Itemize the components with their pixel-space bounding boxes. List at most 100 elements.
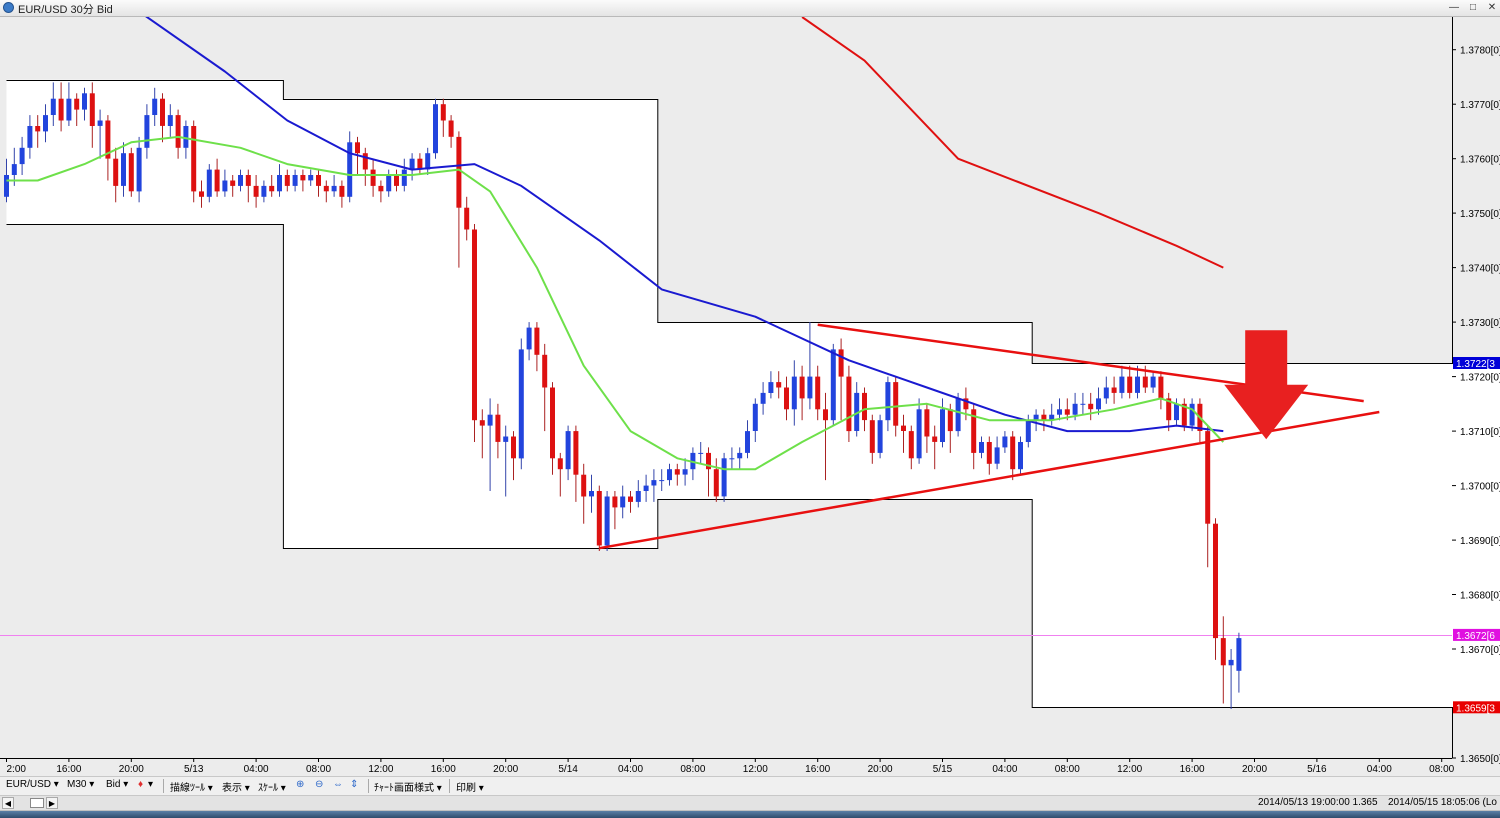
candle-body [495, 414, 501, 442]
candle-body [1025, 420, 1031, 442]
candle-body [651, 480, 657, 486]
price-axis[interactable]: 1.3780[0] 1.3770[0] 1.3760[0] 1.3750[0] 1.37… [1452, 46, 1500, 765]
price-tick-label: 1.3700[0] [1460, 482, 1500, 493]
price-chart[interactable]: 1.3780[0] 1.3770[0] 1.3760[0] 1.3750[0] 1.37… [0, 17, 1500, 776]
time-tick-label: 08:00 [1055, 764, 1080, 775]
chart-scrollbar[interactable]: ◀ ▶ 2014/05/13 19:00:00 1.365 2014/05/15… [0, 796, 1500, 811]
minimize-button[interactable]: — [1449, 2, 1459, 13]
fit-icon[interactable]: ⇔ [333, 779, 343, 790]
candle-body [269, 185, 275, 192]
window-titlebar: EUR/USD 30分 Bid — □ ✕ [0, 0, 1500, 17]
candle-body [1189, 403, 1195, 426]
candle-body [628, 496, 633, 502]
candle-body [128, 153, 134, 192]
price-label-text: 1.3672[6 [1456, 631, 1495, 642]
symbol-select[interactable]: EUR/USD ▾ [6, 779, 59, 790]
candle-body [339, 185, 345, 197]
candle-body [487, 414, 493, 426]
candle-body [604, 496, 610, 546]
candle-body [924, 409, 930, 437]
scroll-left-icon[interactable]: ◀ [2, 797, 14, 809]
price-tick-label: 1.3750[0] [1460, 209, 1500, 220]
candle-body [1150, 376, 1156, 388]
candle-body [1111, 387, 1117, 393]
candle-body [43, 115, 48, 132]
candle-body [940, 409, 945, 442]
price-label-text: 1.3722[3 [1456, 359, 1495, 370]
candle-body [253, 185, 259, 197]
candle-body [667, 469, 672, 481]
candle-body [893, 382, 899, 426]
candle-body [401, 169, 407, 186]
candle-body [986, 442, 992, 464]
time-tick-label: 16:00 [431, 764, 456, 775]
price-type-select[interactable]: Bid ▾ [106, 779, 129, 790]
candle-body [121, 153, 126, 186]
zoom-in-icon[interactable]: ⊕ [296, 779, 305, 790]
candle-body [370, 169, 376, 186]
candle-body [245, 175, 251, 186]
pin-dropdown[interactable]: ▾ [148, 779, 154, 790]
candle-body [846, 376, 852, 432]
candle-body [425, 153, 431, 170]
price-tick-label: 1.3740[0] [1460, 264, 1500, 275]
expand-icon[interactable]: ⇕ [350, 779, 359, 790]
os-taskbar [0, 811, 1500, 818]
candle-body [1033, 414, 1039, 421]
time-tick-label: 08:00 [306, 764, 331, 775]
view-menu[interactable]: 表示 ▾ [222, 783, 250, 794]
time-tick-label: 08:00 [680, 764, 705, 775]
zoom-out-icon[interactable]: ⊖ [315, 779, 324, 790]
candle-body [1010, 436, 1016, 470]
time-axis[interactable]: 2:00 16:00 20:00 5/13 04:00 08:00 12:00 16:00 20… [6, 758, 1455, 775]
candle-body [830, 349, 836, 421]
maximize-button[interactable]: □ [1469, 2, 1477, 13]
print-menu[interactable]: 印刷 ▾ [456, 783, 484, 794]
scroll-thumb[interactable] [30, 798, 44, 808]
candle-body [791, 376, 797, 410]
scale-menu[interactable]: ｽｹｰﾙ ▾ [258, 783, 286, 794]
price-labels: 1.3722[3 1.3672[6 1.3659[3 [1453, 357, 1500, 714]
moving-average-ma_short [6, 135, 1225, 471]
candle-body [854, 392, 860, 431]
drawing-tools-menu[interactable]: 描線ﾂｰﾙ ▾ [170, 783, 213, 794]
close-button[interactable]: ✕ [1487, 2, 1497, 13]
time-tick-label: 16:00 [1180, 764, 1205, 775]
candle-body [1228, 659, 1234, 666]
price-tick-label: 1.3770[0] [1460, 100, 1500, 111]
time-tick-label: 20:00 [868, 764, 893, 775]
scroll-right-icon[interactable]: ▶ [46, 797, 58, 809]
candle-body [409, 158, 415, 170]
candle-body [214, 169, 220, 192]
candle-body [11, 164, 17, 175]
candle-body [394, 175, 399, 186]
candle-body [1049, 414, 1055, 421]
candle-body [160, 98, 165, 126]
candle-body [776, 382, 782, 388]
candle-body [916, 409, 922, 459]
time-tick-label: 08:00 [1429, 764, 1454, 775]
candle-body [1142, 376, 1148, 388]
candle-body [4, 175, 9, 197]
candle-body [550, 387, 555, 459]
time-tick-label: 16:00 [805, 764, 830, 775]
timeframe-select[interactable]: M30 ▾ [67, 779, 95, 790]
candle-body [1080, 403, 1086, 405]
chart-style-menu[interactable]: ﾁｬｰﾄ画面様式 ▾ [374, 783, 442, 794]
chart-toolbar: EUR/USD ▾ M30 ▾ Bid ▾ ♦ ▾ 描線ﾂｰﾙ ▾ 表示 ▾ ｽ… [0, 776, 1500, 796]
candle-body [643, 485, 649, 491]
candle-body [885, 382, 891, 421]
candle-body [50, 98, 56, 115]
toolbar-separator [163, 779, 164, 793]
candle-body [261, 185, 267, 197]
candle-body [479, 420, 485, 426]
candle-body [66, 98, 72, 121]
price-tick-label: 1.3710[0] [1460, 427, 1500, 438]
candle-body [19, 147, 25, 165]
candle-body [1103, 387, 1109, 399]
candle-body [1096, 398, 1101, 410]
time-tick-label: 2:00 [7, 764, 27, 775]
candle-body [355, 142, 360, 154]
pin-icon[interactable]: ♦ [138, 779, 144, 790]
toolbar-separator [368, 779, 369, 793]
